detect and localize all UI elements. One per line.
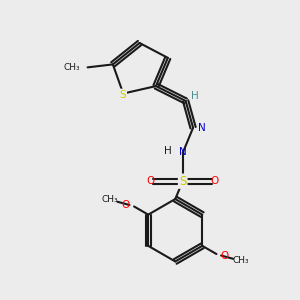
Text: CH₃: CH₃ [232,256,249,265]
Text: O: O [122,200,130,210]
Text: N: N [179,147,187,157]
Text: S: S [179,175,186,188]
Text: S: S [119,90,126,100]
Text: CH₃: CH₃ [101,195,118,204]
Text: O: O [146,176,155,186]
Text: O: O [220,250,228,260]
Text: N: N [198,123,205,133]
Text: O: O [211,176,219,186]
Text: H: H [191,91,199,100]
Text: CH₃: CH₃ [64,63,80,72]
Text: H: H [164,146,171,156]
